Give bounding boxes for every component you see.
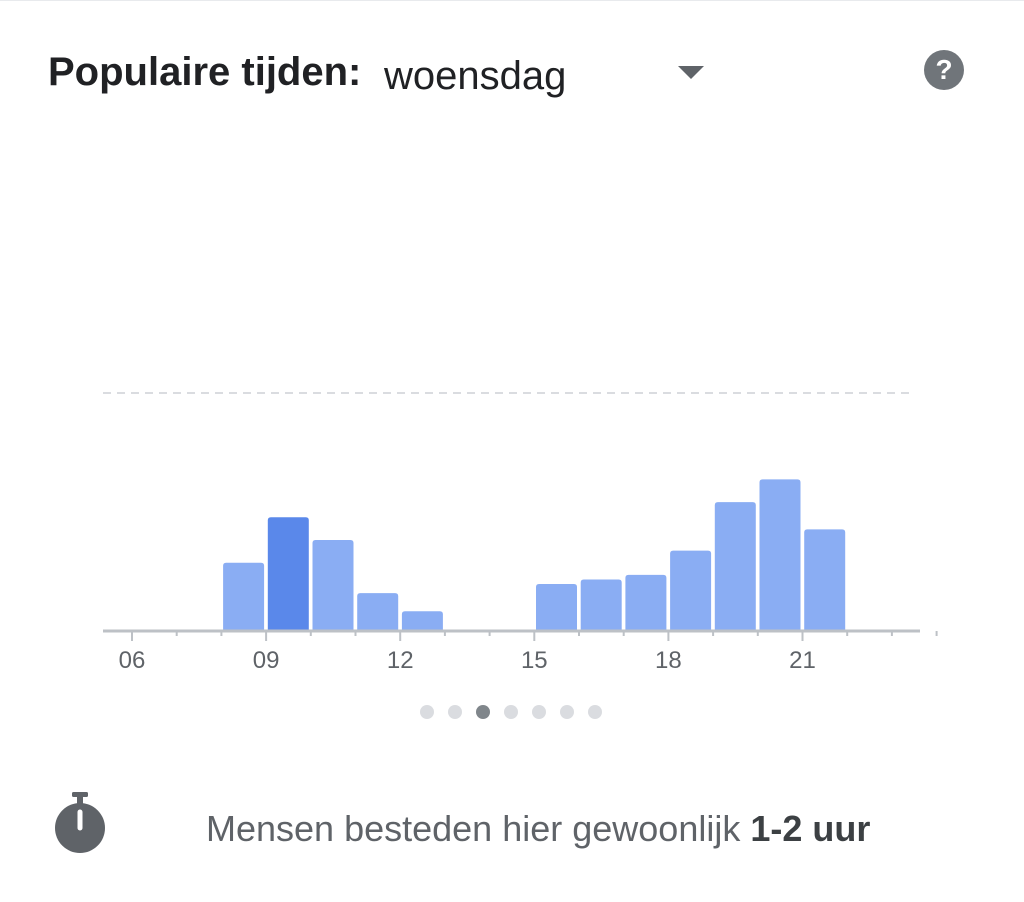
bar	[714, 502, 756, 631]
tick-label: 09	[253, 647, 280, 674]
pagination-dot[interactable]	[532, 705, 546, 719]
tick-label: 06	[119, 647, 146, 674]
pagination-dot[interactable]	[420, 705, 434, 719]
bar	[536, 584, 577, 631]
tick-label: 12	[387, 647, 414, 674]
visit-duration-text: Mensen besteden hier gewoonlijk 1-2 uur	[206, 804, 870, 854]
top-divider	[0, 0, 1024, 1]
day-dropdown[interactable]: woensdag	[384, 44, 764, 104]
bar	[267, 517, 309, 631]
visit-duration-value: 1-2 uur	[750, 808, 871, 849]
pagination-dot[interactable]	[476, 705, 490, 719]
pagination-dot[interactable]	[560, 705, 574, 719]
popular-times-header: Populaire tijden: woensdag ?	[48, 44, 978, 104]
bar	[625, 574, 667, 631]
visit-duration-prefix: Mensen besteden hier gewoonlijk	[206, 808, 741, 849]
bar	[759, 479, 801, 631]
bar	[223, 562, 265, 631]
visit-duration: Mensen besteden hier gewoonlijk 1-2 uur	[52, 790, 992, 870]
bar	[804, 529, 846, 631]
bar	[357, 593, 399, 631]
popular-times-chart-svg: 06 09 12 15 18 21	[103, 392, 938, 674]
tick-label: 21	[789, 647, 816, 674]
popular-times-chart: 06 09 12 15 18 21	[0, 360, 1024, 680]
popular-times-title: Populaire tijden:	[48, 50, 362, 94]
bar	[312, 540, 354, 631]
chevron-down-icon	[678, 66, 704, 79]
chart-pagination	[420, 705, 602, 721]
pagination-dot[interactable]	[588, 705, 602, 719]
pagination-dot[interactable]	[448, 705, 462, 719]
timer-icon	[55, 792, 105, 853]
bar	[670, 550, 712, 631]
tick-label: 18	[655, 647, 682, 674]
pagination-dot[interactable]	[504, 705, 518, 719]
help-icon[interactable]: ?	[924, 50, 964, 90]
selected-day-label: woensdag	[384, 54, 567, 98]
tick-label: 15	[521, 647, 548, 674]
bar	[580, 579, 622, 631]
bar	[401, 611, 443, 631]
